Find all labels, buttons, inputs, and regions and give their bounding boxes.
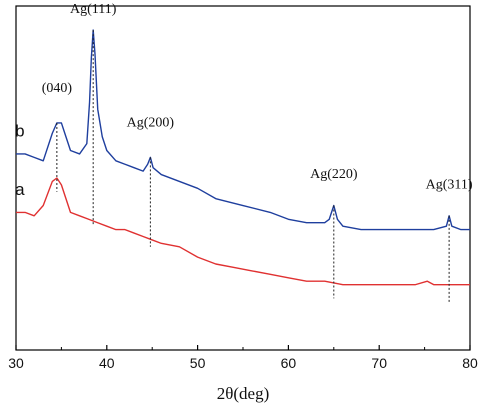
x-axis-title: 2θ(deg) — [217, 384, 270, 403]
peak-label-3: Ag(220) — [310, 167, 358, 182]
axes: 30 40 50 60 70 80 — [8, 5, 478, 371]
annotation-layer: b a (040) Ag(111) Ag(200) Ag(220) Ag(311) — [15, 2, 473, 302]
curve-label-a: a — [15, 180, 25, 199]
peak-label-4: Ag(311) — [426, 177, 473, 192]
peak-label-1: Ag(111) — [70, 2, 117, 17]
x-tick-label-80: 80 — [462, 355, 478, 371]
peak-label-2: Ag(200) — [127, 115, 175, 130]
peak-label-0: (040) — [42, 81, 73, 96]
x-tick-label-30: 30 — [8, 355, 24, 371]
x-tick-label-70: 70 — [371, 355, 387, 371]
x-tick-label-50: 50 — [190, 355, 206, 371]
x-tick-label-60: 60 — [281, 355, 297, 371]
series-layer — [16, 29, 470, 286]
series-b-line — [16, 29, 470, 231]
x-tick-label-40: 40 — [99, 355, 115, 371]
plot-frame — [15, 5, 471, 351]
series-a-line — [16, 177, 470, 286]
curve-label-b: b — [15, 122, 24, 141]
